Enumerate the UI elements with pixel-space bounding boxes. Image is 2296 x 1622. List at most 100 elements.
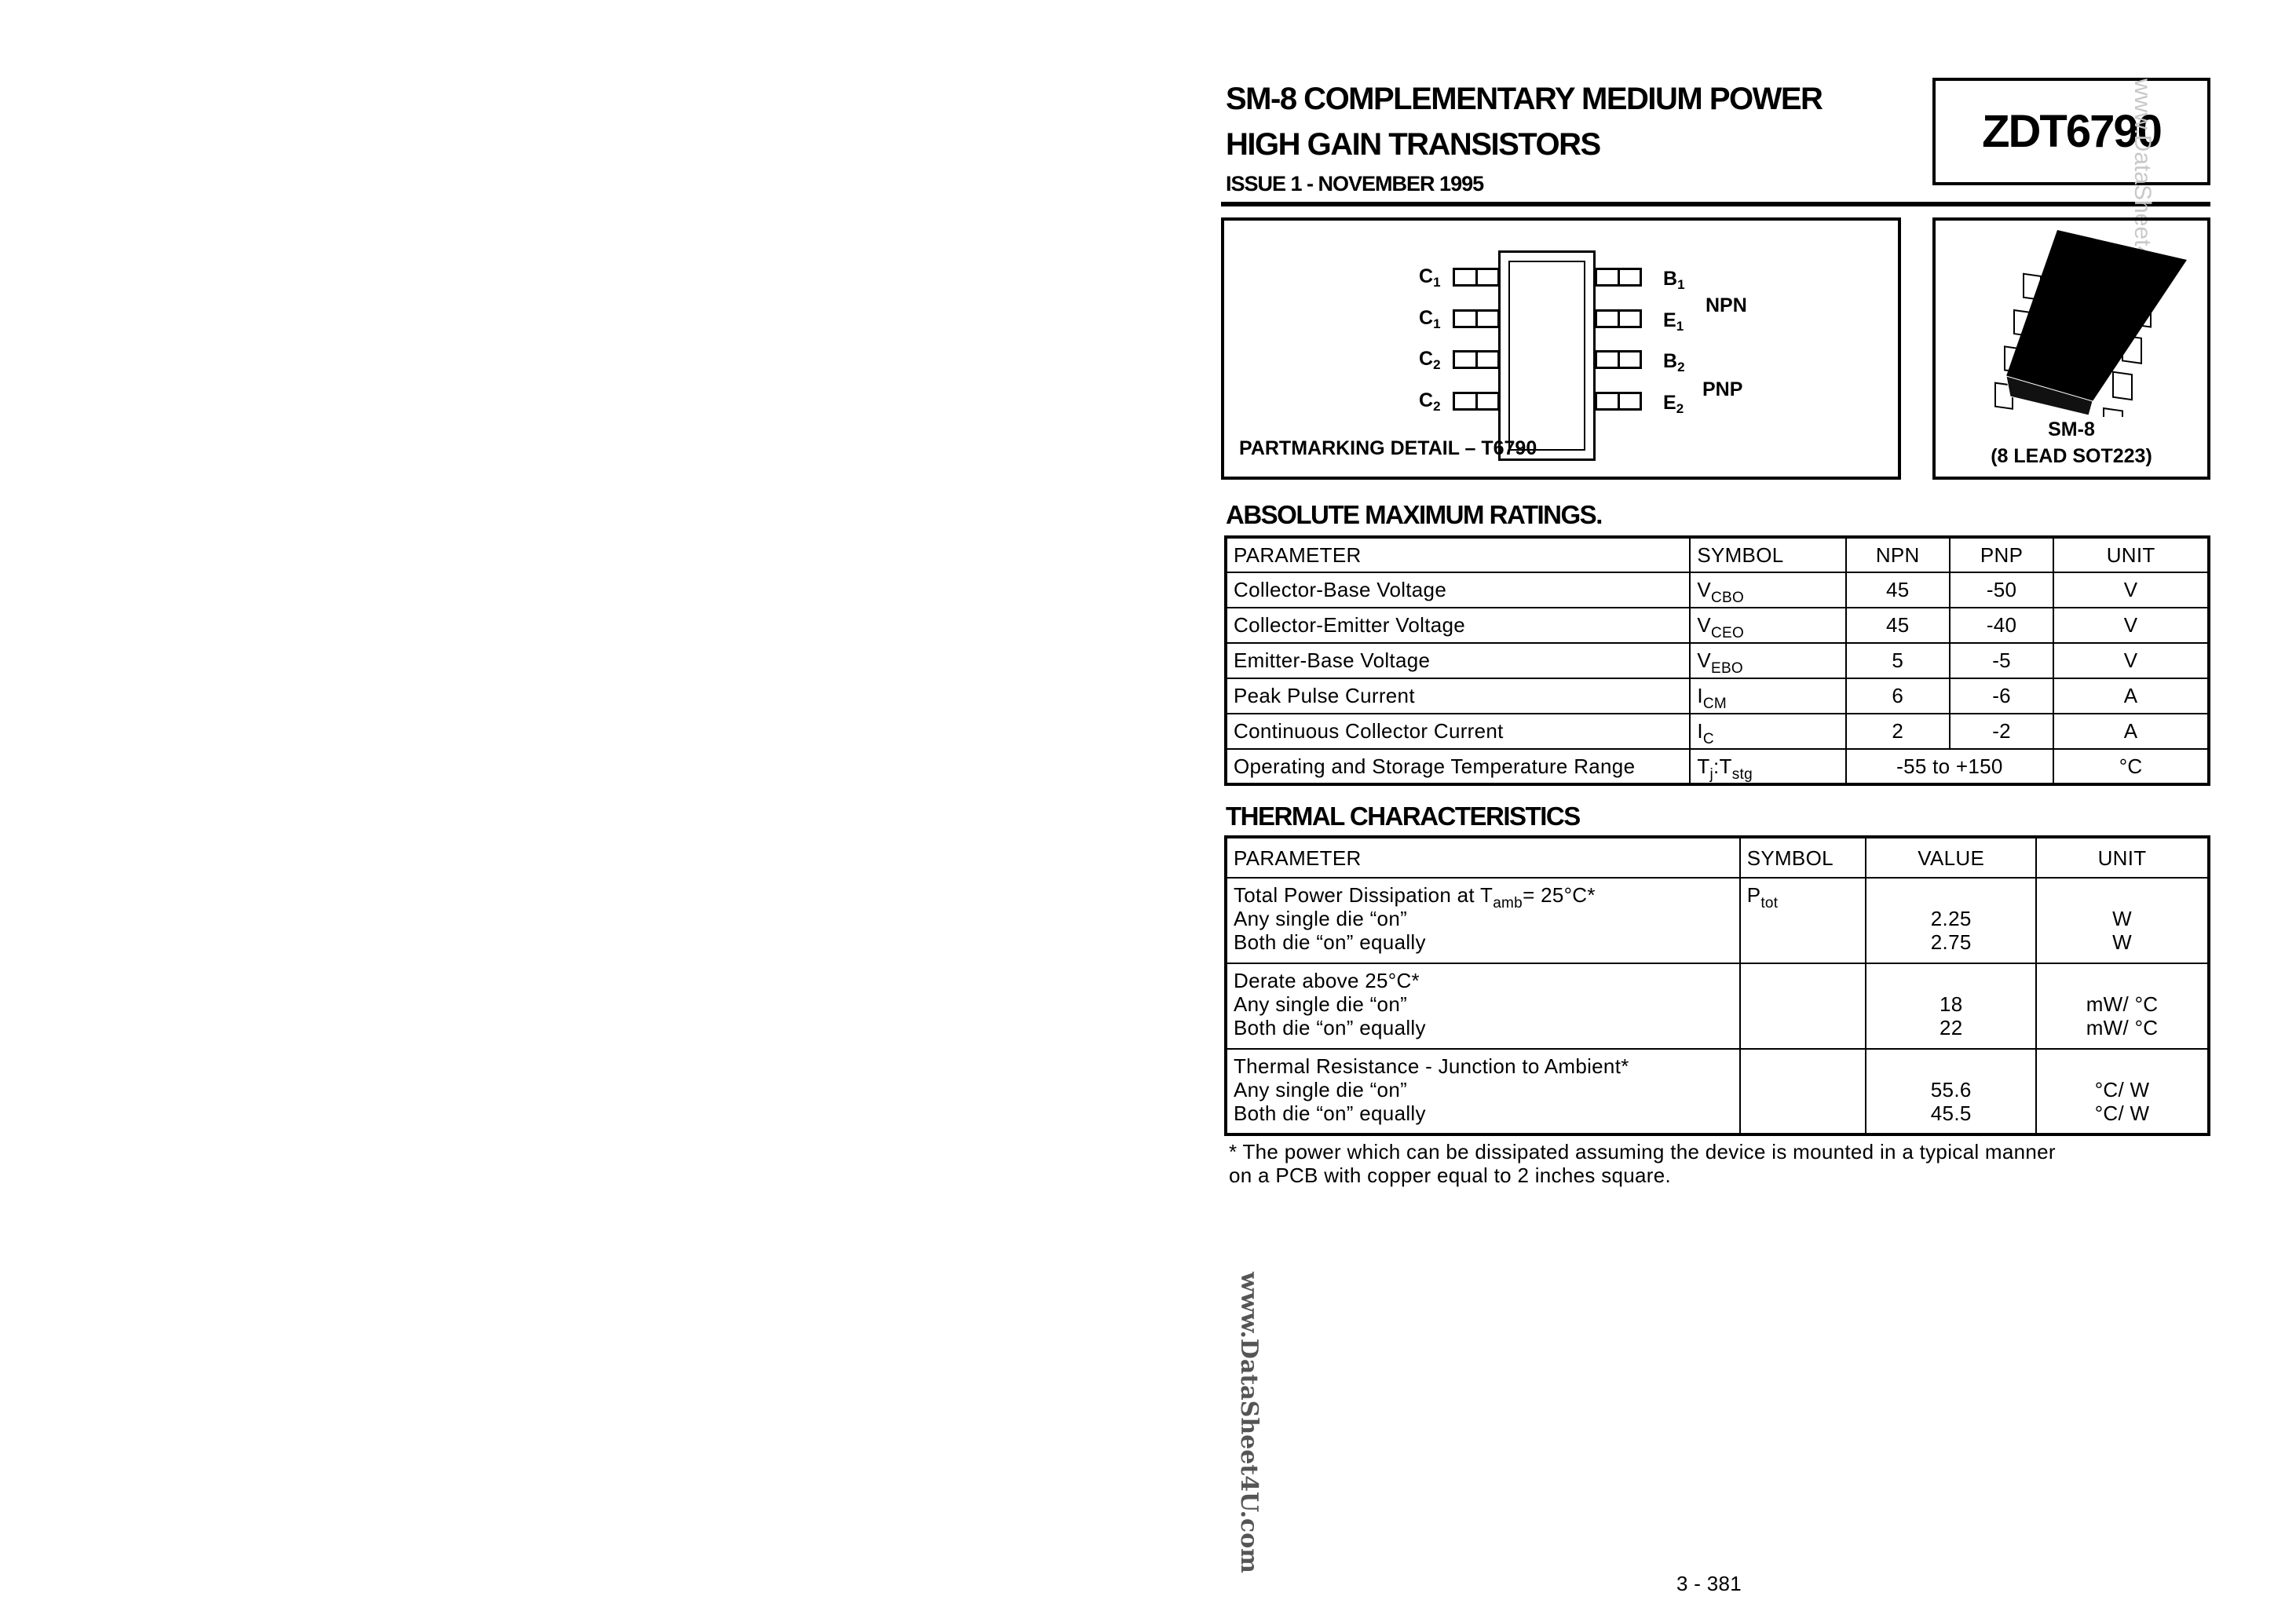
table-header-row: PARAMETER SYMBOL NPN PNP UNIT [1224, 536, 2210, 573]
header-symbol: SYMBOL [1738, 836, 1867, 879]
pin-label-left-4: C2 [1419, 389, 1441, 414]
pin-right-4 [1595, 392, 1642, 411]
parameter: Continuous Collector Current [1224, 713, 1691, 750]
pin-label-left-1: C1 [1419, 265, 1441, 290]
npn-label: NPN [1706, 294, 1747, 316]
npn-value: 45 [1844, 572, 1951, 608]
pin-label-right-1: B1 [1663, 268, 1685, 292]
pin-label-right-3: B2 [1663, 350, 1685, 374]
title-line-1: SM-8 COMPLEMENTARY MEDIUM POWER [1226, 82, 1823, 116]
package-illustration [1994, 230, 2187, 417]
unit: °C [2053, 748, 2210, 785]
pin-left-3 [1453, 350, 1500, 369]
value: 2.25 2.75 [1865, 877, 2038, 964]
abs-max-heading: ABSOLUTE MAXIMUM RATINGS. [1226, 500, 1603, 529]
pin-right-3 [1595, 350, 1642, 369]
footnote-line-1: * The power which can be dissipated assu… [1229, 1140, 2056, 1164]
table-row: Collector-Base Voltage VCBO 45 -50 V [1224, 572, 2210, 608]
symbol [1738, 963, 1867, 1050]
symbol: VCBO [1689, 572, 1847, 608]
package-name: SM-8 [2048, 418, 2095, 440]
pnp-label: PNP [1702, 378, 1743, 400]
parameter: Peak Pulse Current [1224, 678, 1691, 714]
page-number: 3 - 381 [1676, 1572, 1742, 1595]
unit: mW/ °C mW/ °C [2035, 963, 2210, 1050]
pnp-value: -2 [1948, 713, 2055, 750]
header-parameter: PARAMETER [1225, 836, 1741, 879]
header-value: VALUE [1865, 836, 2038, 879]
symbol: Ptot [1738, 877, 1867, 964]
symbol: Tj:Tstg [1689, 748, 1847, 785]
package-front-face [2005, 375, 2093, 416]
npn-value: 5 [1844, 642, 1951, 679]
table-row: Continuous Collector Current IC 2 -2 A [1224, 713, 2210, 750]
unit: V [2053, 607, 2210, 644]
npn-value: 6 [1844, 678, 1951, 714]
parameter: Emitter-Base Voltage [1224, 642, 1691, 679]
unit: V [2053, 642, 2210, 679]
unit: A [2053, 713, 2210, 750]
pinout-diagram: C1 C1 C2 C2 B1 E1 B2 E2 NPN PNP PARTMARK… [1221, 217, 1901, 480]
footnote-line-2: on a PCB with copper equal to 2 inches s… [1229, 1164, 1672, 1187]
issue-date: ISSUE 1 - NOVEMBER 1995 [1226, 172, 1484, 195]
pnp-value: -50 [1948, 572, 2055, 608]
parameter: Collector-Emitter Voltage [1224, 607, 1691, 644]
package-body [2006, 230, 2187, 401]
pin-label-left-3: C2 [1419, 348, 1441, 372]
pin-label-right-4: E2 [1663, 392, 1684, 416]
table-row-temperature: Operating and Storage Temperature Range … [1224, 748, 2210, 785]
header-rule [1221, 202, 2210, 206]
table-row: Thermal Resistance - Junction to Ambient… [1225, 1048, 2210, 1135]
symbol: VEBO [1689, 642, 1847, 679]
unit: V [2053, 572, 2210, 608]
title-line-2: HIGH GAIN TRANSISTORS [1226, 127, 1601, 162]
header-parameter: PARAMETER [1224, 536, 1691, 573]
unit: °C/ W °C/ W [2035, 1048, 2210, 1135]
watermark-side: www.DataSheet4U.com [1235, 1272, 1263, 1573]
pnp-value: -6 [1948, 678, 2055, 714]
header-pnp: PNP [1948, 536, 2055, 573]
partmarking-detail: PARTMARKING DETAIL – T6790 [1239, 437, 1537, 459]
header-symbol: SYMBOL [1689, 536, 1847, 573]
chip-body [1498, 250, 1596, 461]
pin-label-left-2: C1 [1419, 307, 1441, 331]
pin-left-4 [1453, 392, 1500, 411]
parameter: Operating and Storage Temperature Range [1224, 748, 1691, 785]
header-unit: UNIT [2053, 536, 2210, 573]
symbol: ICM [1689, 678, 1847, 714]
part-number-box: ZDT6790 [1932, 78, 2210, 185]
table-row: Total Power Dissipation at Tamb= 25°C* An… [1225, 877, 2210, 964]
table-row: Peak Pulse Current ICM 6 -6 A [1224, 678, 2210, 714]
pnp-value: -40 [1948, 607, 2055, 644]
part-number: ZDT6790 [1982, 106, 2163, 157]
abs-max-table: PARAMETER SYMBOL NPN PNP UNIT Collector-… [1224, 535, 2210, 786]
parameter: Derate above 25°C* Any single die “on” Bot… [1225, 963, 1741, 1050]
value: 55.6 45.5 [1865, 1048, 2038, 1135]
table-row: Derate above 25°C* Any single die “on” Bot… [1225, 963, 2210, 1050]
pin-label-right-2: E1 [1663, 309, 1684, 334]
pin-left-2 [1453, 309, 1500, 328]
lead-right-3 [2112, 371, 2133, 401]
temperature-range: -55 to +150 [1844, 748, 2055, 785]
pin-right-2 [1595, 309, 1642, 328]
parameter: Thermal Resistance - Junction to Ambient… [1225, 1048, 1741, 1135]
thermal-heading: THERMAL CHARACTERISTICS [1226, 802, 1581, 831]
symbol: IC [1689, 713, 1847, 750]
symbol: VCEO [1689, 607, 1847, 644]
package-box: SM-8 (8 LEAD SOT223) [1932, 217, 2210, 480]
pin-right-1 [1595, 268, 1642, 287]
table-row: Collector-Emitter Voltage VCEO 45 -40 V [1224, 607, 2210, 644]
parameter: Collector-Base Voltage [1224, 572, 1691, 608]
thermal-table: PARAMETER SYMBOL VALUE UNIT Total Power … [1224, 835, 2210, 1136]
symbol [1738, 1048, 1867, 1135]
npn-value: 2 [1844, 713, 1951, 750]
table-header-row: PARAMETER SYMBOL VALUE UNIT [1225, 836, 2210, 879]
table-row: Emitter-Base Voltage VEBO 5 -5 V [1224, 642, 2210, 679]
pnp-value: -5 [1948, 642, 2055, 679]
header-npn: NPN [1844, 536, 1951, 573]
npn-value: 45 [1844, 607, 1951, 644]
header-unit: UNIT [2035, 836, 2210, 879]
package-description: (8 LEAD SOT223) [1991, 445, 2152, 467]
pin-left-1 [1453, 268, 1500, 287]
